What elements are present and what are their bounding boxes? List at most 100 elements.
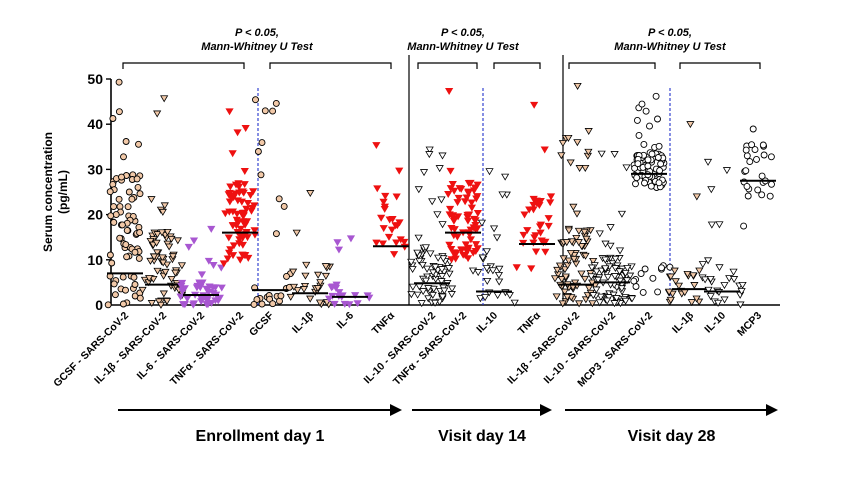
data-point <box>529 201 538 209</box>
data-point <box>461 241 471 249</box>
data-point <box>473 209 483 217</box>
data-point <box>610 151 619 158</box>
data-point <box>384 233 394 241</box>
category-label: MCP3 <box>735 310 764 339</box>
data-point <box>462 194 471 202</box>
data-point <box>595 230 604 238</box>
data-point <box>372 142 381 150</box>
data-point <box>333 239 342 247</box>
data-point <box>408 283 417 291</box>
data-point <box>428 291 437 299</box>
data-point <box>254 148 262 155</box>
data-point <box>654 288 662 296</box>
data-point <box>123 253 131 261</box>
data-point <box>234 180 243 188</box>
data-point <box>421 244 431 252</box>
data-point <box>767 153 775 161</box>
data-point <box>346 235 356 243</box>
data-point <box>616 277 625 285</box>
data-point <box>512 264 521 272</box>
data-point <box>145 275 154 283</box>
data-point <box>760 151 768 159</box>
data-point <box>299 286 309 294</box>
data-point <box>657 160 665 168</box>
data-point <box>587 273 596 281</box>
data-point <box>488 267 497 275</box>
data-point <box>439 255 448 263</box>
data-point <box>700 276 710 284</box>
data-point <box>638 100 646 108</box>
y-axis-label: Serum concentration <box>41 132 55 252</box>
data-point <box>152 239 161 247</box>
data-point <box>197 271 207 279</box>
data-point <box>275 195 283 203</box>
data-point <box>321 272 330 280</box>
data-point <box>146 238 155 245</box>
significance-bracket <box>122 62 245 69</box>
data-point <box>611 255 620 263</box>
data-point <box>437 266 447 274</box>
data-point <box>115 195 123 203</box>
significance-label: P < 0.05, <box>235 27 279 39</box>
data-point <box>658 264 665 272</box>
data-point <box>523 227 532 235</box>
data-point <box>530 101 539 109</box>
data-point <box>159 290 168 298</box>
data-point <box>445 241 454 249</box>
data-point <box>581 164 590 172</box>
group-arrowhead <box>766 404 778 416</box>
data-point <box>768 180 775 188</box>
data-point <box>292 229 301 237</box>
y-tick-label: 40 <box>87 116 103 132</box>
significance-bracket <box>568 62 656 69</box>
y-tick-label: 30 <box>87 161 103 177</box>
data-point <box>617 285 626 293</box>
data-point <box>706 293 715 301</box>
data-point <box>749 125 757 133</box>
data-point <box>283 272 290 280</box>
data-point <box>706 275 715 283</box>
data-point <box>425 146 434 154</box>
data-point <box>177 279 187 287</box>
data-point <box>501 173 510 181</box>
data-point <box>574 239 583 247</box>
data-point <box>128 195 136 203</box>
data-point <box>652 92 660 100</box>
data-point <box>178 287 187 295</box>
data-point <box>272 230 280 238</box>
group-arrowhead <box>390 404 402 416</box>
data-point <box>372 239 381 247</box>
category-label: TNFα - SARS-CoV-2 <box>168 310 246 388</box>
data-point <box>223 255 232 263</box>
data-point <box>570 252 579 260</box>
data-point <box>301 272 310 280</box>
data-point <box>176 293 185 301</box>
data-point <box>560 288 569 296</box>
data-point <box>247 207 256 215</box>
data-point <box>463 217 473 225</box>
data-point <box>147 196 156 204</box>
data-point <box>269 300 277 308</box>
data-point <box>525 206 534 214</box>
data-point <box>558 140 568 148</box>
data-point <box>531 232 540 240</box>
data-point <box>753 155 760 163</box>
data-point <box>224 234 233 242</box>
data-point <box>110 280 118 288</box>
data-point <box>228 150 237 158</box>
data-point <box>644 162 652 170</box>
data-point <box>606 242 615 250</box>
data-point <box>606 224 615 232</box>
significance-label: P < 0.05, <box>441 27 485 39</box>
data-point <box>482 248 491 256</box>
data-point <box>108 259 116 267</box>
data-column <box>104 78 144 309</box>
data-point <box>467 204 477 212</box>
data-point <box>510 299 519 307</box>
data-column <box>630 92 674 296</box>
data-point <box>703 158 713 166</box>
data-point <box>161 268 170 276</box>
data-point <box>627 295 637 303</box>
data-point <box>448 181 457 189</box>
